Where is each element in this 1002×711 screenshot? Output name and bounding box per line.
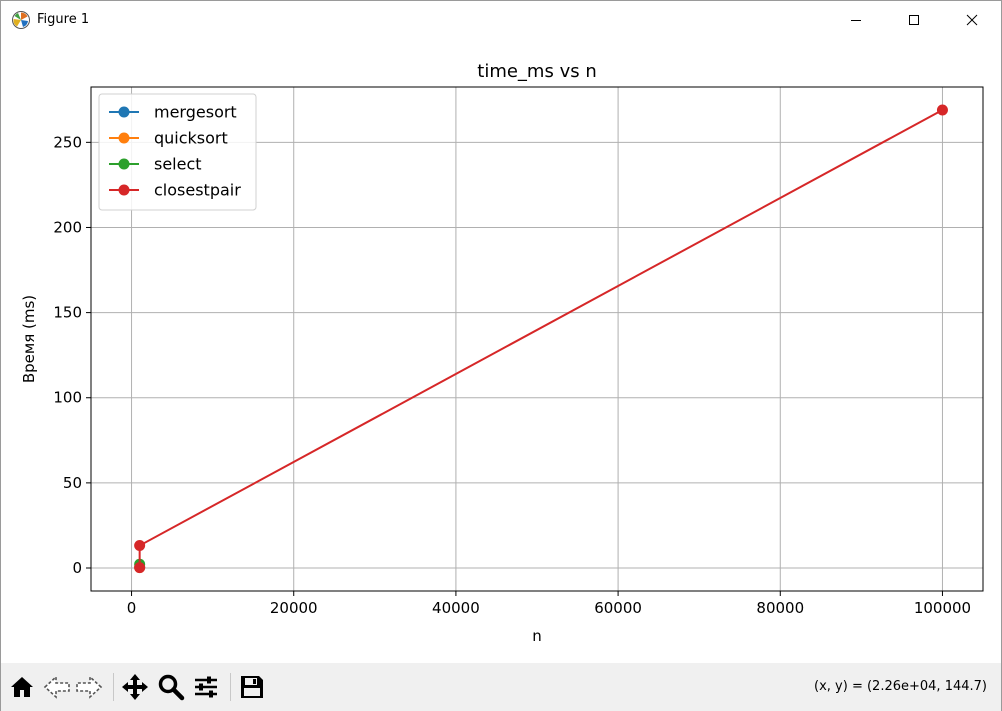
zoom-icon bbox=[158, 674, 185, 701]
axes-frame bbox=[90, 86, 984, 592]
x-tick-label: 40000 bbox=[432, 599, 480, 617]
x-tick-label: 80000 bbox=[756, 599, 804, 617]
y-tick-label: 100 bbox=[53, 389, 82, 407]
y-tick-label: 200 bbox=[53, 218, 82, 236]
close-button[interactable] bbox=[943, 1, 1001, 39]
x-tick-label: 0 bbox=[127, 599, 137, 617]
back-button[interactable] bbox=[42, 672, 72, 702]
data-point-closestpair bbox=[134, 540, 146, 552]
toolbar-separator bbox=[113, 673, 114, 701]
close-icon bbox=[966, 14, 978, 26]
x-tick-label: 60000 bbox=[594, 599, 642, 617]
legend-marker-select bbox=[118, 158, 130, 170]
legend-label-mergesort: mergesort bbox=[154, 103, 237, 122]
y-axis-label: Время (ms) bbox=[20, 295, 38, 383]
save-button[interactable] bbox=[237, 672, 267, 702]
cursor-coordinates: (x, y) = (2.26e+04, 144.7) bbox=[814, 679, 987, 694]
legend-marker-closestpair bbox=[118, 184, 130, 196]
line-chart[interactable]: 0 20000 40000 60000 80000 100000 0 50 100 150 200 2… bbox=[1, 39, 1001, 663]
window-title: Figure 1 bbox=[37, 12, 90, 27]
save-icon bbox=[241, 676, 263, 698]
plot-area[interactable]: 0 20000 40000 60000 80000 100000 0 50 100 150 200 2… bbox=[1, 39, 1001, 663]
legend-label-select: select bbox=[154, 155, 202, 174]
data-point-closestpair bbox=[936, 104, 948, 116]
series-lines bbox=[134, 104, 948, 574]
legend-marker-mergesort bbox=[118, 106, 130, 118]
zoom-button[interactable] bbox=[156, 672, 186, 702]
toolbar-separator bbox=[230, 673, 231, 701]
pan-icon bbox=[122, 674, 148, 700]
x-tick-label: 20000 bbox=[270, 599, 318, 617]
legend-label-quicksort: quicksort bbox=[154, 129, 228, 148]
y-tick-label: 0 bbox=[72, 559, 82, 577]
title-bar[interactable]: Figure 1 bbox=[1, 1, 1001, 39]
forward-button[interactable] bbox=[74, 672, 104, 702]
legend-marker-quicksort bbox=[118, 132, 130, 144]
back-arrow-icon bbox=[43, 675, 70, 699]
y-tick-label: 50 bbox=[63, 474, 82, 492]
chart-title: time_ms vs n bbox=[477, 61, 596, 82]
data-point-closestpair bbox=[134, 562, 146, 574]
grid bbox=[91, 87, 983, 591]
x-tick-label: 100000 bbox=[914, 599, 971, 617]
home-icon bbox=[11, 677, 33, 697]
legend[interactable]: mergesort quicksort select closestpair bbox=[98, 93, 257, 211]
y-tick-label: 250 bbox=[53, 133, 82, 151]
maximize-icon bbox=[909, 15, 919, 25]
legend-label-closestpair: closestpair bbox=[154, 181, 241, 200]
configure-subplots-icon bbox=[195, 676, 217, 698]
configure-subplots-button[interactable] bbox=[191, 672, 221, 702]
navigation-toolbar: (x, y) = (2.26e+04, 144.7) bbox=[1, 663, 1001, 711]
forward-arrow-icon bbox=[76, 675, 103, 699]
pan-button[interactable] bbox=[120, 672, 150, 702]
minimize-icon bbox=[851, 20, 861, 21]
x-axis-label: n bbox=[532, 627, 542, 645]
legend-box bbox=[98, 93, 257, 211]
home-button[interactable] bbox=[7, 672, 37, 702]
y-tick-label: 150 bbox=[53, 304, 82, 322]
series-line-closestpair bbox=[138, 109, 943, 568]
maximize-button[interactable] bbox=[885, 1, 943, 39]
minimize-button[interactable] bbox=[827, 1, 885, 39]
matplotlib-logo-icon bbox=[12, 11, 30, 29]
axis-ticks: 0 20000 40000 60000 80000 100000 0 50 100 150 200 2… bbox=[53, 133, 971, 617]
